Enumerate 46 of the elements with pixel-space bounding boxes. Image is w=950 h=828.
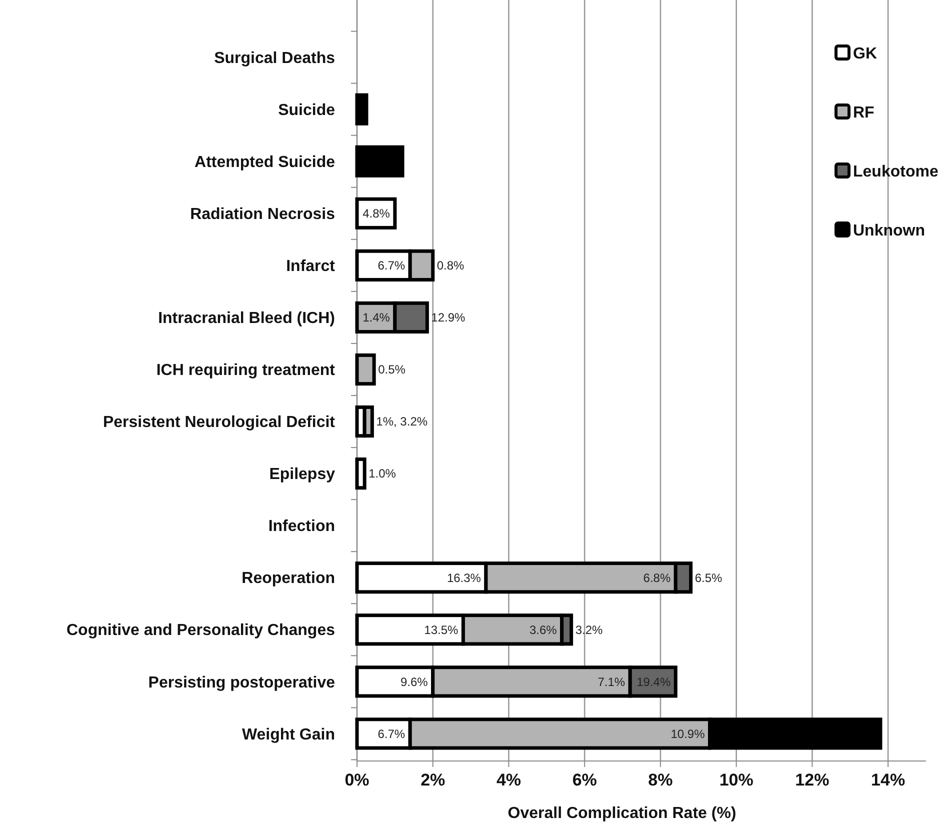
y-tick-label: Cognitive and Personality Changes — [66, 622, 336, 640]
y-tick-label: ICH requiring treatment — [156, 362, 336, 380]
y-tick-label: Attempted Suicide — [194, 154, 336, 171]
y-tick-label: Surgical Deaths — [214, 50, 336, 67]
x-tick-label: 2% — [420, 770, 446, 790]
y-tick-label: Infection — [268, 518, 335, 536]
annotation: 0.8% — [436, 258, 465, 273]
legend-label: RF — [853, 104, 875, 122]
y-tick-label: Intracranial Bleed (ICH) — [158, 310, 335, 328]
x-tick-label: 12% — [795, 770, 830, 790]
annotation: 9.6% — [400, 674, 428, 689]
annotation: 13.5% — [424, 622, 459, 637]
annotation: 3.2% — [575, 622, 604, 637]
y-tick-label: Epilepsy — [269, 466, 336, 484]
annotation: 19.4% — [636, 674, 671, 689]
annotation: 16.3% — [446, 570, 482, 585]
legend-label: Leukotome — [853, 164, 938, 181]
annotation: 0.5% — [378, 362, 406, 377]
annotation: 1.0% — [368, 466, 396, 481]
annotation: 1%, 3.2% — [376, 414, 428, 429]
annotation: 1.4% — [362, 310, 390, 325]
annotation: 4.8% — [362, 206, 390, 221]
annotation: 6.7% — [378, 726, 406, 741]
x-tick-label: 0% — [344, 770, 370, 790]
annotation: 6.8% — [643, 570, 671, 585]
annotation: 6.5% — [694, 570, 722, 585]
annotation: 7.1% — [598, 674, 626, 689]
x-tick-label: 8% — [648, 770, 673, 790]
annotation: 6.7% — [378, 258, 406, 273]
annotation: 3.6% — [529, 622, 558, 637]
x-axis-title: Overall Complication Rate (%) — [508, 805, 736, 822]
y-tick-label: Persisting postoperative — [148, 674, 336, 692]
y-tick-label: Radiation Necrosis — [190, 206, 336, 223]
annotation: 12.9% — [431, 310, 466, 325]
y-tick-label: Persistent Neurological Deficit — [102, 414, 336, 432]
y-tick-label: Reoperation — [242, 570, 335, 588]
annotation: 10.9% — [670, 726, 706, 741]
x-tick-label: 10% — [719, 770, 754, 790]
x-tick-label: 4% — [496, 770, 522, 790]
legend-label: GK — [853, 46, 878, 63]
legend-label: Unknown — [853, 222, 925, 240]
y-tick-label: Suicide — [278, 102, 336, 119]
x-tick-label: 14% — [871, 770, 906, 790]
x-tick-label: 6% — [572, 770, 597, 790]
y-tick-label: Infarct — [286, 258, 336, 276]
y-tick-label: Weight Gain — [242, 726, 335, 744]
